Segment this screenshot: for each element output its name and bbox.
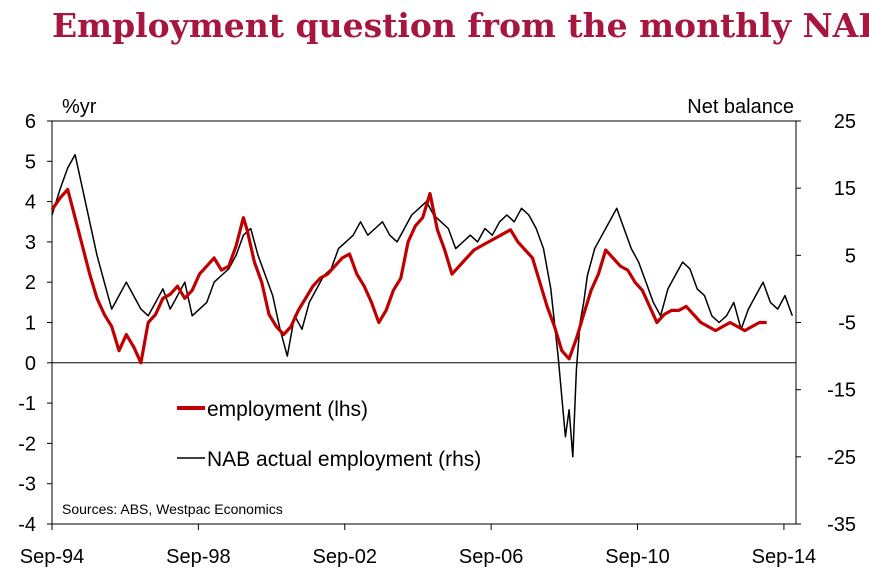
- left-tick-label: 0: [25, 353, 36, 375]
- right-tick-label: 5: [845, 245, 856, 267]
- left-tick-label: -1: [18, 393, 36, 415]
- left-tick-label: -3: [18, 474, 36, 496]
- x-axis: Sep-94 Sep-98 Sep-02 Sep-06 Sep-10 Sep-14: [20, 524, 816, 568]
- right-tick-label: -15: [827, 380, 856, 402]
- right-tick-label: 25: [834, 111, 856, 133]
- x-tick-label: Sep-14: [752, 546, 817, 568]
- x-tick-label: Sep-10: [605, 546, 670, 568]
- x-tick-label: Sep-06: [459, 546, 524, 568]
- right-tick-label: -5: [838, 313, 856, 335]
- left-tick-label: 3: [25, 232, 36, 254]
- x-tick-label: Sep-94: [20, 546, 85, 568]
- left-tick-label: -2: [18, 433, 36, 455]
- left-tick-label: 1: [25, 313, 36, 335]
- left-axis-label: %yr: [62, 96, 97, 118]
- series-lines: [50, 153, 794, 458]
- legend-label-employment: employment (lhs): [207, 398, 368, 421]
- series-line-nab: [51, 153, 794, 458]
- right-axis-label: Net balance: [687, 96, 794, 118]
- left-tick-label: 2: [25, 272, 36, 294]
- legend-label-nab: NAB actual employment (rhs): [207, 448, 481, 471]
- left-tick-label: 4: [25, 192, 36, 214]
- left-tick-label: 6: [25, 111, 36, 133]
- chart-title: Employment question from the monthly NAB: [52, 6, 869, 45]
- right-tick-label: -25: [827, 447, 856, 469]
- series-line-employment: [50, 187, 767, 365]
- right-tick-label: -35: [827, 514, 856, 536]
- left-tick-label: 5: [25, 151, 36, 173]
- left-axis: 6 5 4 3 2 1 0 -1 -2 -3 -4: [18, 111, 52, 536]
- left-tick-label: -4: [18, 514, 36, 536]
- legend: employment (lhs) NAB actual employment (…: [177, 398, 481, 471]
- source-note: Sources: ABS, Westpac Economics: [62, 501, 283, 517]
- right-tick-label: 15: [834, 178, 856, 200]
- x-tick-label: Sep-02: [313, 546, 378, 568]
- x-tick-label: Sep-98: [166, 546, 231, 568]
- right-axis: 25 15 5 -5 -15 -25 -35: [796, 111, 856, 536]
